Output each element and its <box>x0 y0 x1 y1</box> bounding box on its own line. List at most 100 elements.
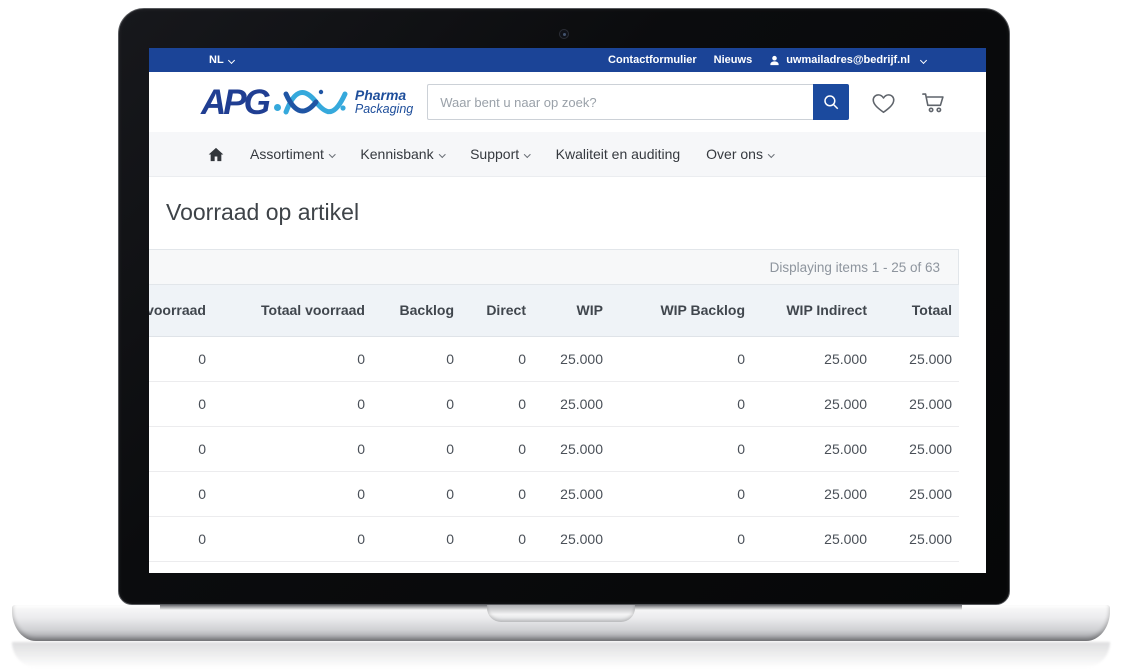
main-nav-items: Assortiment Kennisbank Support Kwaliteit en… <box>250 146 775 162</box>
webcam-icon <box>559 29 569 39</box>
table-cell: 0 <box>615 426 757 472</box>
table-cell: 0 <box>466 516 538 562</box>
table-cell: 0 <box>218 336 377 382</box>
table-cell: 0 <box>466 471 538 517</box>
table-cell: 0 <box>466 336 538 382</box>
table-cell: 25.000 <box>879 381 959 427</box>
table-cell: 25.000 <box>538 426 615 472</box>
news-link[interactable]: Nieuws <box>713 54 753 66</box>
table-cell: 25.000 <box>879 471 959 517</box>
logo-packaging-text: Packaging <box>354 101 414 116</box>
table-cell: 0 <box>377 336 466 382</box>
table-cell: 0 <box>218 381 377 427</box>
pagination-bar: Displaying items 1 - 25 of 63 <box>149 250 958 285</box>
logo-dot <box>273 103 281 111</box>
nav-item-kwaliteit-en-auditing[interactable]: Kwaliteit en auditing <box>556 146 681 162</box>
table-row: 0 0 0 0 25.000 0 25.000 25.000 <box>149 516 959 562</box>
table-cell: 0 <box>377 471 466 517</box>
language-label: NL <box>209 54 224 66</box>
account-menu[interactable]: uwmailadres@bedrijf.nl <box>769 54 928 66</box>
table-cell: 0 <box>149 516 218 562</box>
browser-viewport: NL Contactformulier Nieuws uwmailadres@b… <box>149 48 986 573</box>
table-cell: 0 <box>615 381 757 427</box>
table-cell: 0 <box>218 516 377 562</box>
nav-item-support[interactable]: Support <box>470 146 531 162</box>
table-cell: 0 <box>218 426 377 472</box>
table-cell: 0 <box>377 516 466 562</box>
chevron-down-icon <box>328 150 336 158</box>
heart-icon <box>872 93 895 113</box>
table-row: 0 0 0 0 25.000 0 25.000 25.000 <box>149 426 959 472</box>
column-header-backlog: Backlog <box>377 285 466 337</box>
table-cell: 0 <box>466 426 538 472</box>
table-cell: 25.000 <box>757 426 879 472</box>
page-title: Voorraad op artikel <box>166 199 360 225</box>
table-cell: 25.000 <box>538 471 615 517</box>
column-header-wip: WIP <box>538 285 615 337</box>
chevron-down-icon <box>768 150 775 158</box>
site-header: APG Pharma Packaging <box>149 72 986 132</box>
laptop-base <box>12 605 1110 641</box>
table-cell: 0 <box>377 426 466 472</box>
search-input[interactable] <box>427 84 814 120</box>
table-cell: 25.000 <box>757 381 879 427</box>
search-bar <box>427 84 850 120</box>
table-cell: 0 <box>466 381 538 427</box>
table-cell: 25.000 <box>757 336 879 382</box>
table-cell: 25.000 <box>879 336 959 382</box>
chevron-down-icon <box>524 150 531 158</box>
table-cell: 0 <box>218 471 377 517</box>
column-header-direct: Direct <box>466 285 538 337</box>
nav-item-label: Assortiment <box>250 146 324 162</box>
cart-icon <box>922 92 944 112</box>
nav-item-assortiment[interactable]: Assortiment <box>250 146 336 162</box>
nav-item-label: Kennisbank <box>360 146 434 162</box>
page-content: Voorraad op artikel Displaying items 1 -… <box>149 197 986 562</box>
stock-table-panel: Displaying items 1 - 25 of 63 voorraad To… <box>149 249 959 562</box>
column-header-totaal-voorraad: Totaal voorraad <box>218 285 377 337</box>
laptop-lid-notch <box>487 605 635 622</box>
laptop-screen-bezel: NL Contactformulier Nieuws uwmailadres@b… <box>118 8 1010 605</box>
table-cell: 0 <box>615 336 757 382</box>
table-row: 0 0 0 0 25.000 0 25.000 25.000 <box>149 381 959 427</box>
column-header-wip-indirect: WIP Indirect <box>757 285 879 337</box>
wishlist-button[interactable] <box>870 90 897 115</box>
language-selector[interactable]: NL <box>209 54 235 66</box>
nav-item-kennisbank[interactable]: Kennisbank <box>360 146 446 162</box>
contact-form-link[interactable]: Contactformulier <box>608 54 697 66</box>
logo[interactable]: APG Pharma Packaging <box>201 82 413 122</box>
table-cell: 25.000 <box>757 471 879 517</box>
table-cell: 25.000 <box>538 336 615 382</box>
pagination-status: Displaying items 1 - 25 of 63 <box>769 259 940 275</box>
table-cell: 25.000 <box>879 516 959 562</box>
column-header-voorraad: voorraad <box>149 285 218 337</box>
table-cell: 0 <box>149 381 218 427</box>
chevron-down-icon <box>919 56 928 64</box>
nav-item-label: Over ons <box>706 146 763 162</box>
user-icon <box>770 55 779 65</box>
chevron-down-icon <box>227 56 235 64</box>
column-header-wip-backlog: WIP Backlog <box>615 285 757 337</box>
stock-table-body: 0 0 0 0 25.000 0 25.000 25.000 0 0 0 0 25.000 0 25.000… <box>149 336 959 562</box>
table-row: 0 0 0 0 25.000 0 25.000 25.000 <box>149 471 959 517</box>
stock-table-header-row: voorraad Totaal voorraad Backlog Direct WIP W… <box>149 285 959 337</box>
table-cell: 0 <box>149 471 218 517</box>
search-icon <box>824 95 839 110</box>
table-cell: 25.000 <box>538 381 615 427</box>
logo-subtitle: Pharma Packaging <box>355 88 413 116</box>
laptop-reflection <box>12 642 1110 668</box>
search-button[interactable] <box>813 84 850 120</box>
table-cell: 0 <box>377 381 466 427</box>
table-cell: 25.000 <box>757 516 879 562</box>
table-cell: 0 <box>615 471 757 517</box>
table-cell: 25.000 <box>879 426 959 472</box>
home-button[interactable] <box>208 147 224 162</box>
stock-table: voorraad Totaal voorraad Backlog Direct WIP W… <box>149 285 959 562</box>
table-cell: 25.000 <box>538 516 615 562</box>
cart-button[interactable] <box>919 89 947 116</box>
table-cell: 0 <box>149 426 218 472</box>
nav-item-over-ons[interactable]: Over ons <box>706 146 775 162</box>
nav-item-label: Support <box>470 146 520 162</box>
dna-helix-icon <box>283 89 348 115</box>
